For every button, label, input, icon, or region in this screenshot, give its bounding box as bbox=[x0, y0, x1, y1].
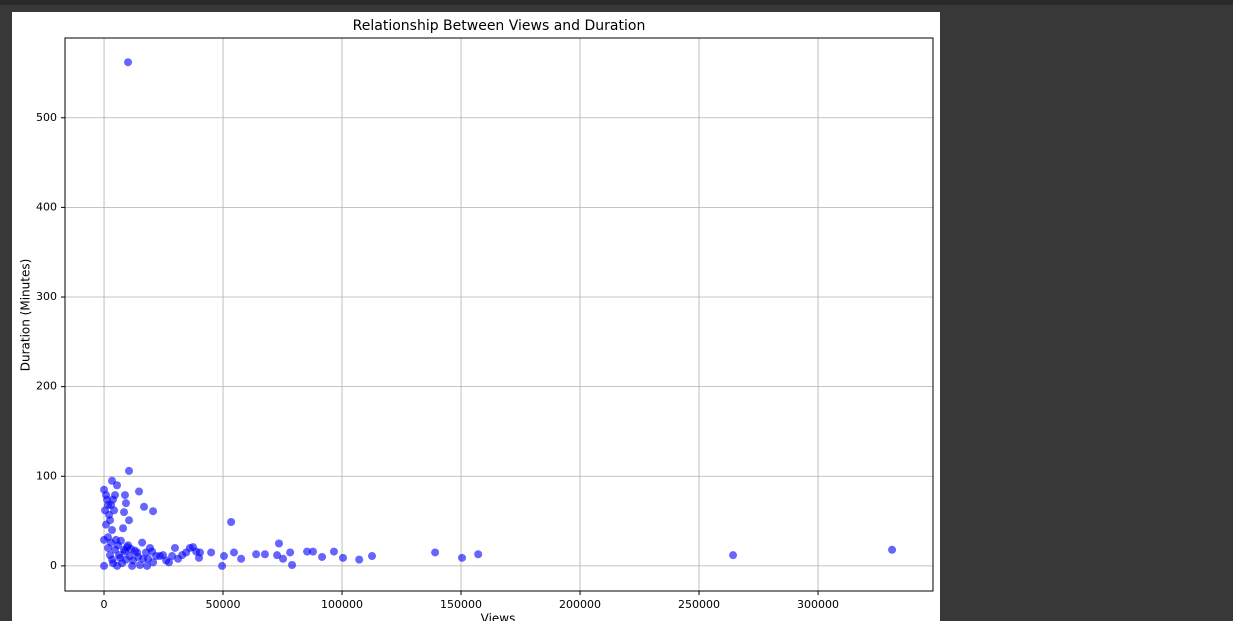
point bbox=[138, 538, 147, 547]
x-tick-label: 150000 bbox=[440, 598, 482, 611]
point bbox=[237, 554, 246, 563]
point bbox=[318, 552, 327, 561]
point bbox=[107, 500, 116, 509]
point bbox=[273, 551, 282, 560]
point bbox=[182, 548, 191, 557]
point bbox=[355, 555, 364, 564]
point bbox=[124, 58, 133, 67]
point bbox=[119, 524, 128, 533]
y-axis-label: Duration (Minutes) bbox=[19, 259, 33, 372]
x-tick-label: 300000 bbox=[797, 598, 839, 611]
point bbox=[100, 561, 109, 570]
point bbox=[888, 545, 897, 554]
y-tick-label: 300 bbox=[36, 290, 57, 303]
point bbox=[279, 554, 288, 563]
point bbox=[121, 499, 130, 508]
point bbox=[474, 550, 483, 559]
point bbox=[457, 553, 466, 562]
point bbox=[219, 552, 228, 561]
axes-frame bbox=[64, 37, 934, 592]
point bbox=[338, 553, 347, 562]
point bbox=[135, 487, 144, 496]
y-tick-label: 200 bbox=[36, 380, 57, 393]
point bbox=[149, 507, 158, 516]
point bbox=[168, 552, 177, 561]
point bbox=[260, 550, 269, 559]
y-tick-label: 500 bbox=[36, 111, 57, 124]
top-bar bbox=[0, 0, 1233, 5]
chart-title: Relationship Between Views and Duration bbox=[353, 18, 646, 34]
point bbox=[125, 516, 134, 525]
y-tick-label: 100 bbox=[36, 469, 57, 482]
figure bbox=[12, 12, 940, 621]
x-tick-label: 200000 bbox=[559, 598, 601, 611]
y-tick-label: 0 bbox=[50, 559, 57, 572]
x-tick-label: 0 bbox=[101, 598, 108, 611]
point bbox=[128, 561, 137, 570]
x-tick-label: 250000 bbox=[678, 598, 720, 611]
point bbox=[140, 502, 149, 511]
point bbox=[165, 558, 174, 567]
point bbox=[113, 481, 122, 490]
point bbox=[102, 520, 111, 529]
x-axis-label: Views bbox=[481, 612, 516, 621]
point bbox=[309, 547, 317, 556]
point bbox=[121, 555, 130, 564]
point bbox=[139, 554, 148, 563]
point bbox=[229, 548, 238, 557]
point bbox=[120, 491, 129, 500]
point bbox=[207, 548, 216, 557]
point bbox=[143, 561, 152, 570]
plot-area: 0 50000 100000 150000 200000 250000 300000 0 100… bbox=[36, 38, 933, 611]
point bbox=[729, 551, 738, 560]
point bbox=[252, 550, 261, 559]
point bbox=[149, 558, 158, 567]
point bbox=[218, 561, 227, 570]
point bbox=[111, 491, 120, 500]
point bbox=[148, 547, 157, 556]
point bbox=[115, 551, 124, 560]
point bbox=[133, 548, 142, 557]
point bbox=[189, 543, 198, 552]
point bbox=[431, 548, 440, 557]
point bbox=[120, 545, 129, 554]
point bbox=[125, 466, 134, 475]
point bbox=[286, 548, 295, 557]
point bbox=[126, 544, 135, 553]
x-tick-label: 50000 bbox=[206, 598, 241, 611]
point bbox=[170, 543, 179, 552]
y-tick-label: 400 bbox=[36, 200, 57, 213]
point bbox=[288, 561, 297, 570]
point bbox=[108, 526, 117, 535]
point bbox=[120, 508, 129, 517]
point bbox=[329, 547, 338, 556]
point bbox=[111, 535, 120, 544]
point bbox=[227, 517, 236, 526]
point bbox=[113, 561, 122, 570]
point bbox=[368, 552, 377, 561]
point bbox=[303, 547, 312, 556]
point bbox=[135, 561, 144, 570]
point bbox=[274, 539, 283, 548]
point bbox=[195, 548, 204, 557]
x-tick-label: 100000 bbox=[321, 598, 363, 611]
